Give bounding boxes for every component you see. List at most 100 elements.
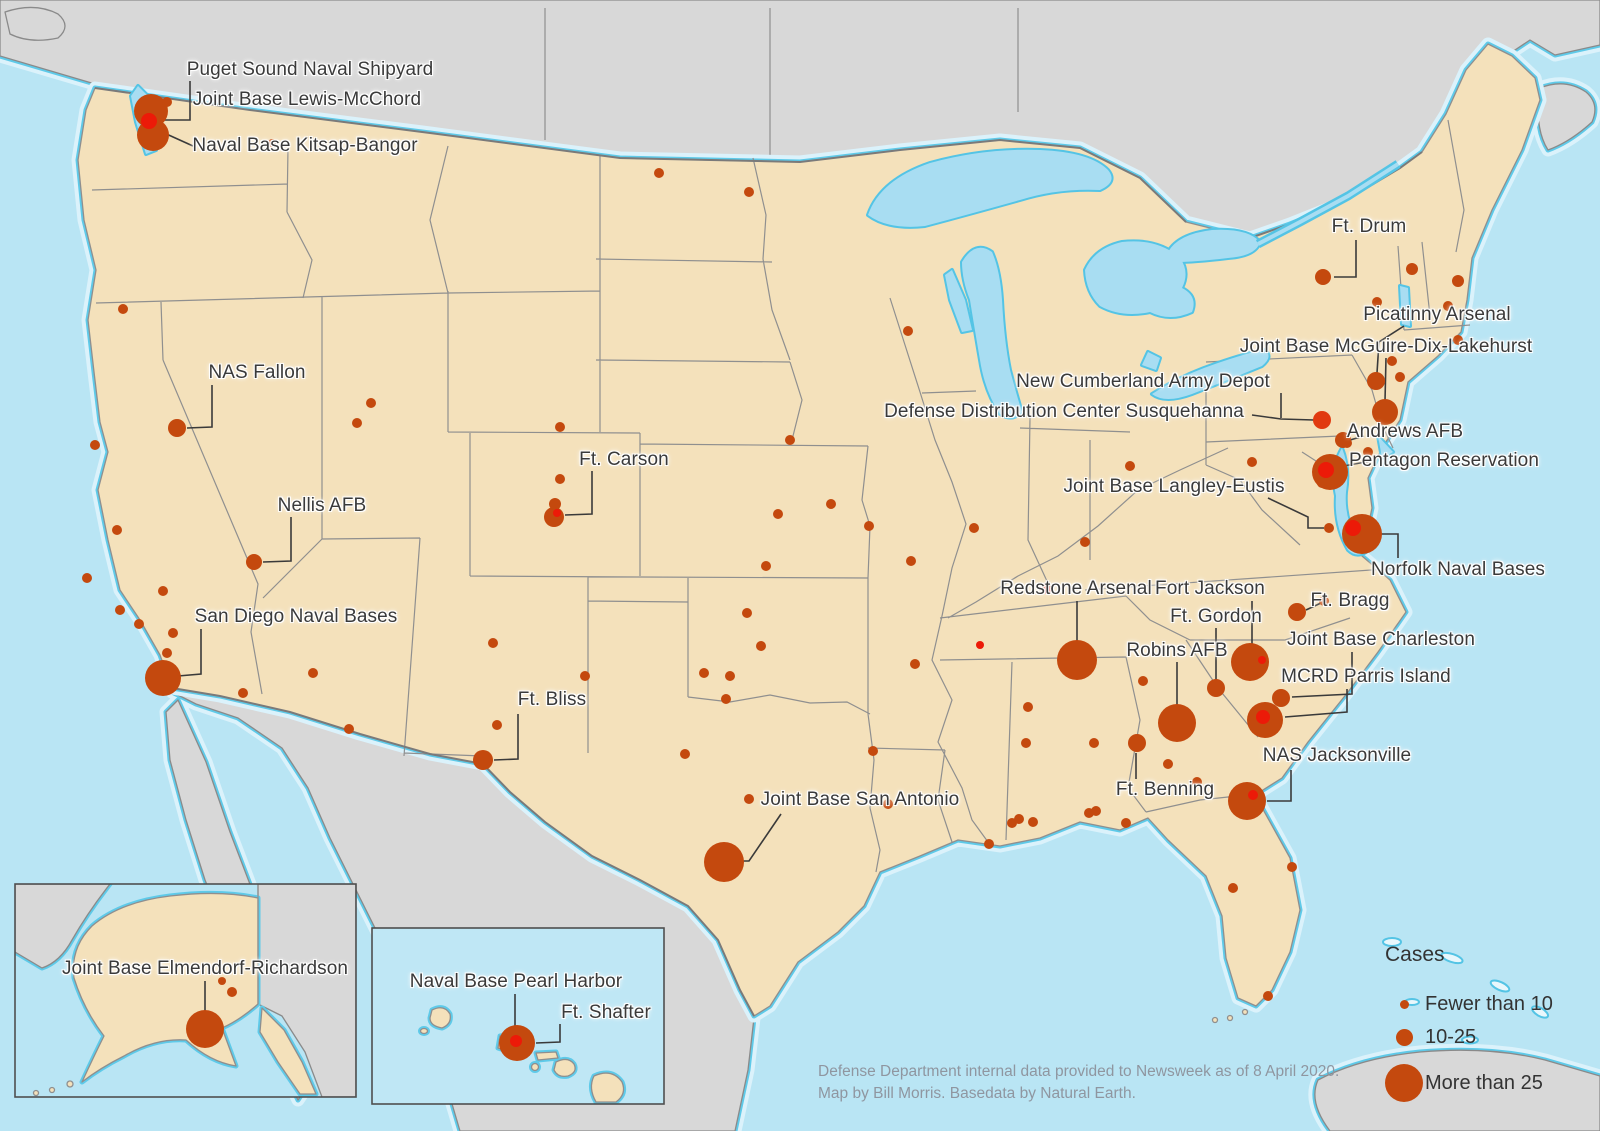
- base-label-joint-base-san-antonio: Joint Base San Antonio: [760, 789, 960, 810]
- case-dot: [162, 97, 172, 107]
- case-dot: [168, 419, 186, 437]
- case-dot: [1121, 818, 1131, 828]
- big-island: [590, 1072, 625, 1103]
- base-label-joint-base-charleston: Joint Base Charleston: [1287, 629, 1475, 650]
- delaware-bay: [1378, 436, 1393, 458]
- case-dot: [1342, 438, 1352, 448]
- base-label-joint-base-langley-eustis: Joint Base Langley-Eustis: [1063, 476, 1285, 497]
- base-label-andrews-afb: Andrews AFB: [1346, 421, 1464, 442]
- legend-label-small: Fewer than 10: [1425, 993, 1553, 1015]
- case-dot: [744, 794, 754, 804]
- case-dot: [238, 688, 248, 698]
- legend-title: Cases: [1385, 943, 1445, 966]
- case-dot: [1023, 702, 1033, 712]
- lake-champlain: [1400, 286, 1410, 326]
- case-dot: [1363, 447, 1373, 457]
- islets: [1211, 937, 1550, 1045]
- attribution-line-2: Map by Bill Morris. Basedata by Natural …: [818, 1085, 1136, 1102]
- molokai: [535, 1051, 559, 1061]
- base-label-norfolk-naval-bases: Norfolk Naval Bases: [1370, 559, 1546, 580]
- case-dot: [218, 977, 226, 985]
- case-dot: [680, 749, 690, 759]
- case-dot: [1014, 814, 1024, 824]
- case-dot: [366, 398, 376, 408]
- case-dot: [1313, 411, 1331, 429]
- case-dot: [969, 523, 979, 533]
- case-dot: [699, 668, 709, 678]
- case-dot: [761, 561, 771, 571]
- case-dot: [145, 660, 181, 696]
- case-dot: [549, 498, 561, 510]
- case-dot: [1324, 523, 1334, 533]
- case-dot: [742, 608, 752, 618]
- case-dot: [1248, 790, 1258, 800]
- base-label-robins-afb: Robins AFB: [1126, 640, 1228, 661]
- case-dot: [1080, 537, 1090, 547]
- case-dot: [1091, 806, 1101, 816]
- case-dot: [1443, 301, 1453, 311]
- case-dot: [756, 641, 766, 651]
- case-dot: [580, 671, 590, 681]
- leader-line-san-diego-naval-bases: [177, 629, 202, 677]
- case-dot: [1128, 734, 1146, 752]
- case-dot: [903, 326, 913, 336]
- legend-dot-medium-icon: [1383, 1029, 1425, 1046]
- base-label-ft-bragg: Ft. Bragg: [1310, 590, 1390, 611]
- kauai: [429, 1007, 451, 1029]
- leader-line-nas-jacksonville: [1267, 770, 1292, 802]
- case-dot: [488, 638, 498, 648]
- niihau: [419, 1027, 429, 1035]
- case-dot: [268, 139, 276, 147]
- case-dot: [555, 422, 565, 432]
- leader-line-andrews-afb: [1349, 435, 1365, 441]
- case-dot: [1263, 991, 1273, 1001]
- case-dot: [1287, 862, 1297, 872]
- case-dot: [134, 619, 144, 629]
- case-dot: [1387, 356, 1397, 366]
- case-dot: [1406, 263, 1418, 275]
- green-bay: [945, 270, 972, 332]
- case-dot: [721, 694, 731, 704]
- case-dot: [826, 499, 836, 509]
- base-label-picatinny-arsenal: Picatinny Arsenal: [1363, 304, 1511, 325]
- case-dot: [1231, 643, 1269, 681]
- case-dot: [1317, 478, 1327, 488]
- case-dot: [773, 509, 783, 519]
- case-dot: [868, 746, 878, 756]
- leader-line-mcrd-parris-island: [1284, 689, 1348, 718]
- leader-line-ft-bliss: [493, 714, 519, 761]
- case-dot: [1367, 372, 1385, 390]
- lake-ontario: [1167, 229, 1260, 262]
- base-label-naval-base-kitsap-bangor: Naval Base Kitsap-Bangor: [192, 135, 418, 156]
- case-dot: [1057, 640, 1097, 680]
- case-dot: [186, 1010, 224, 1048]
- case-dot: [246, 554, 262, 570]
- case-dot: [344, 724, 354, 734]
- attribution-line-1: Defense Department internal data provide…: [818, 1063, 1340, 1080]
- base-label-redstone-arsenal: Redstone Arsenal: [1000, 578, 1152, 599]
- case-dot: [1021, 738, 1031, 748]
- case-dot: [1192, 777, 1202, 787]
- case-dot: [118, 304, 128, 314]
- state-borders: [91, 119, 1471, 873]
- leader-line-picatinny-arsenal: [1376, 325, 1405, 374]
- case-dot: [654, 168, 664, 178]
- case-dot: [1028, 817, 1038, 827]
- case-dot: [1207, 679, 1225, 697]
- lakes: [129, 84, 1412, 557]
- case-dot: [1318, 462, 1334, 478]
- base-label-defense-distribution-center-susquehanna: Defense Distribution Center Susquehanna: [884, 401, 1244, 422]
- case-dot: [1345, 520, 1361, 536]
- base-label-fort-jackson: Fort Jackson: [1155, 578, 1265, 599]
- case-dot: [544, 507, 564, 527]
- lake-huron: [1085, 241, 1194, 317]
- leader-line-puget-sound-naval-shipyard: [162, 81, 191, 121]
- base-label-new-cumberland-army-depot: New Cumberland Army Depot: [1016, 371, 1270, 392]
- case-dot: [1372, 399, 1398, 425]
- case-dot: [168, 628, 178, 638]
- legend-dot-large-icon: [1383, 1064, 1425, 1102]
- base-label-san-diego-naval-bases: San Diego Naval Bases: [194, 606, 398, 627]
